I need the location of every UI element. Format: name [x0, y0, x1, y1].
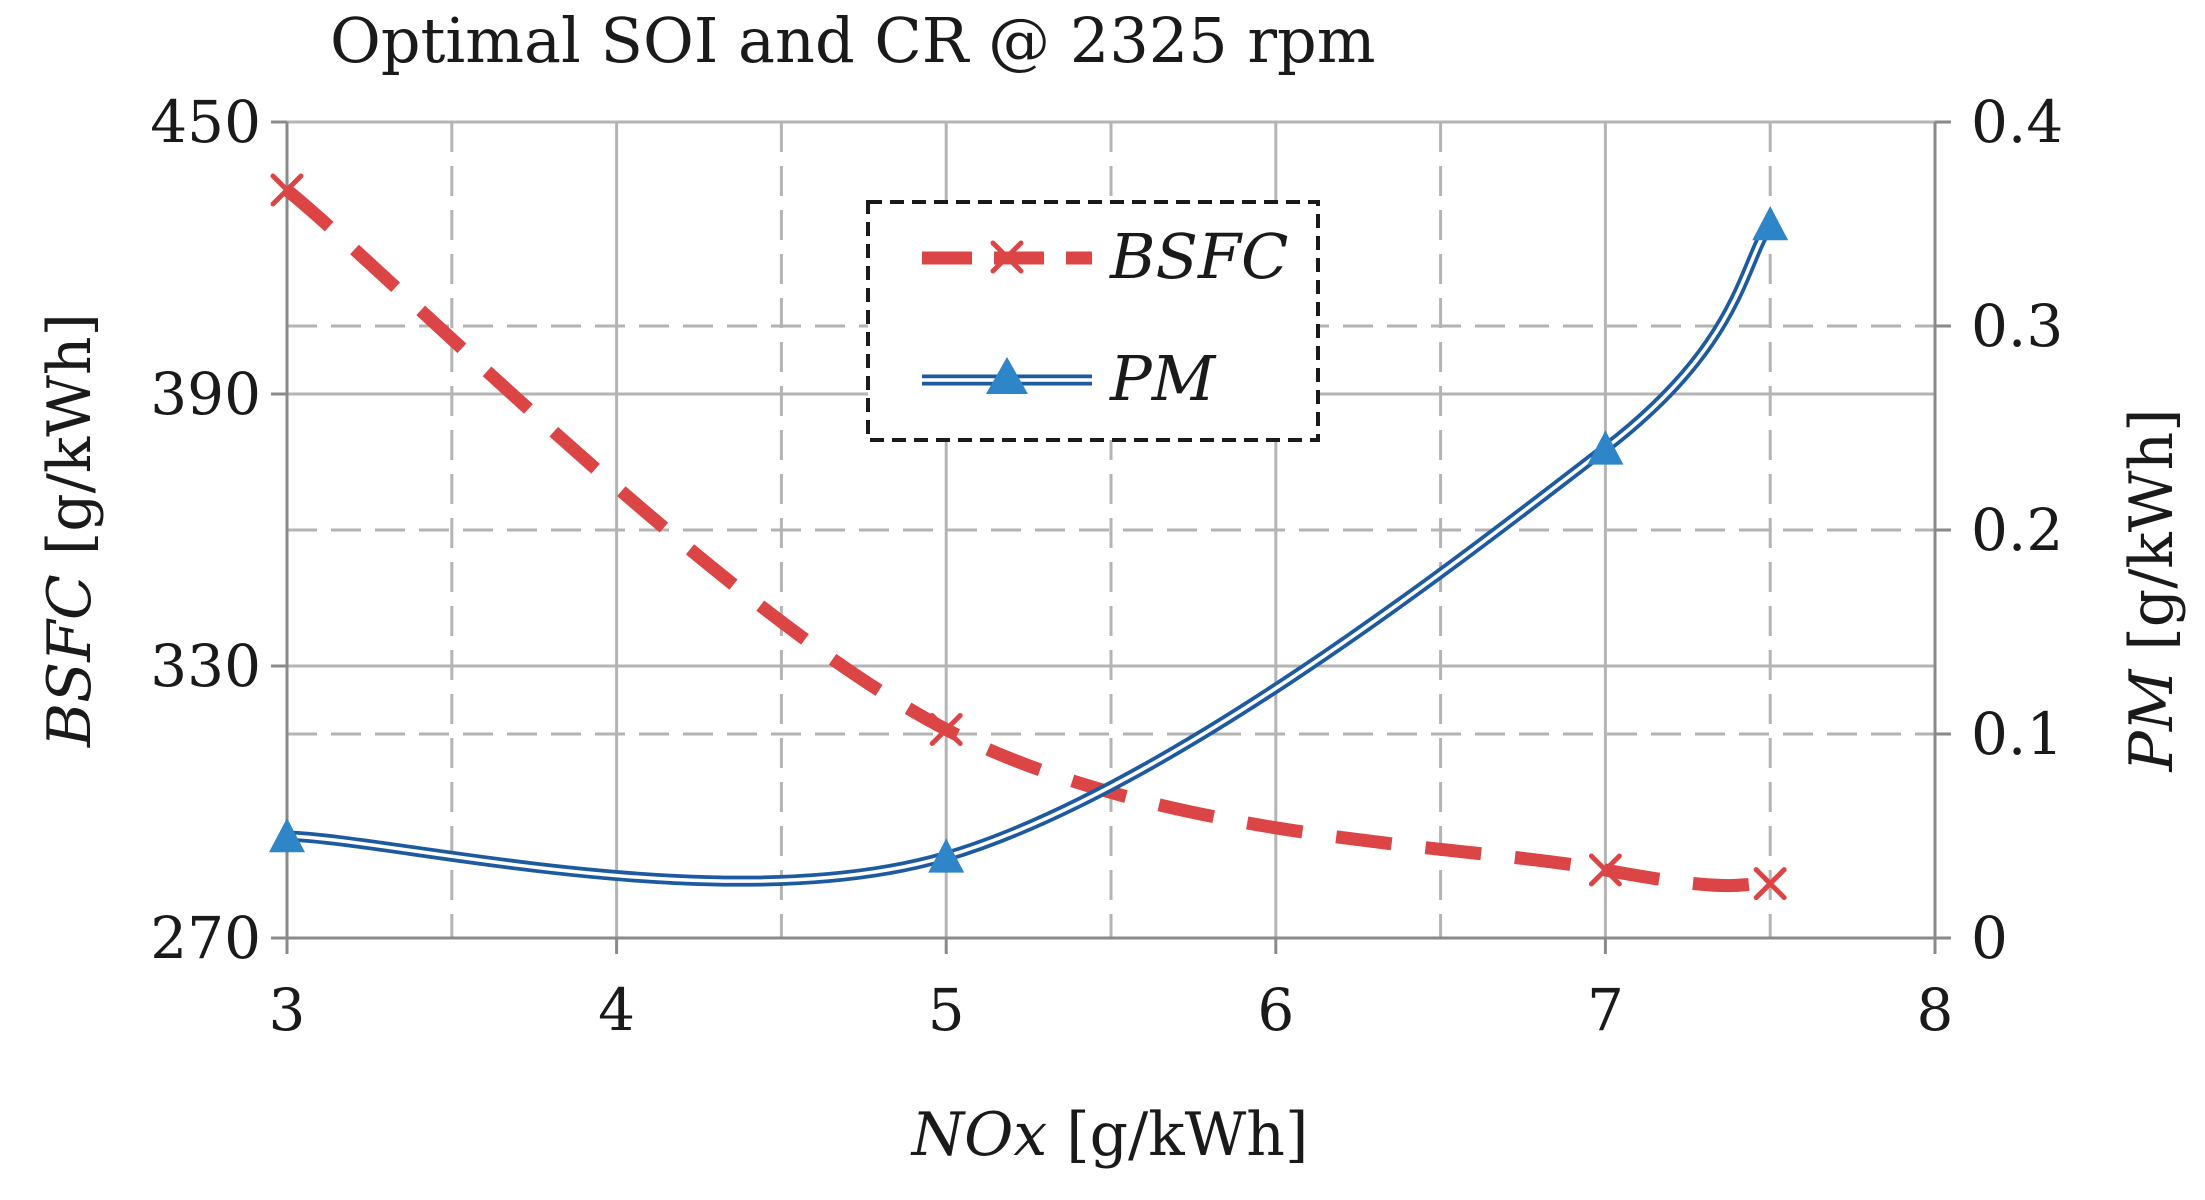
right-y-axis-label: PM [g/kWh] [2117, 409, 2187, 773]
legend-box [866, 200, 1320, 442]
left-y-axis-label-italic: BSFC [35, 574, 105, 748]
tick-labels: 3 4 5 6 7 8 270 330 390 450 0 0.1 0.2 0.3 0.4 [150, 88, 2063, 1044]
bsfc-point-1 [929, 712, 963, 746]
left-y-axis-label-unit: [g/kWh] [35, 313, 105, 574]
y-right-tick-label-3: 0.3 [1971, 292, 2063, 360]
legend-pm-marker [986, 357, 1028, 394]
pm-point-2 [1587, 430, 1624, 465]
y-right-tick-label-2: 0.2 [1971, 496, 2063, 564]
pm-line-inner [286, 222, 1772, 883]
bsfc-line [282, 184, 1771, 893]
x-axis-label-italic: NOx [910, 1100, 1048, 1170]
pm-point-0 [269, 818, 305, 853]
axis-ticks [271, 120, 1951, 954]
y-right-tick-label-4: 0.4 [1971, 88, 2063, 156]
y-right-tick-label-1: 0.1 [1971, 700, 2063, 768]
legend-bsfc-label: BSFC [1109, 220, 1289, 293]
bsfc-point-3-stroke-b [1753, 867, 1787, 901]
y-right-tick-label-0: 0 [1971, 904, 2008, 972]
series-bsfc [270, 173, 1787, 901]
x-tick-label-4: 7 [1587, 976, 1624, 1044]
legend-pm-label: PM [1109, 342, 1217, 415]
y-left-tick-label-1: 330 [150, 632, 261, 700]
left-y-axis-label: BSFC [g/kWh] [35, 313, 105, 748]
right-y-axis-label-italic: PM [2117, 668, 2187, 772]
bsfc-point-2 [1588, 853, 1622, 887]
x-tick-label-0: 3 [269, 976, 306, 1044]
x-tick-label-3: 6 [1257, 976, 1294, 1044]
pm-point-3 [1752, 206, 1789, 241]
x-axis-label: NOx [g/kWh] [910, 1100, 1309, 1170]
bsfc-point-1-stroke-b [929, 712, 963, 746]
bsfc-point-0-stroke-b [270, 173, 304, 207]
pm-point-1 [928, 838, 965, 873]
y-left-tick-label-3: 450 [150, 88, 261, 156]
right-y-axis-label-unit: [g/kWh] [2117, 409, 2187, 670]
x-tick-label-5: 8 [1917, 976, 1954, 1044]
y-left-tick-label-2: 390 [150, 360, 261, 428]
x-tick-label-2: 5 [928, 976, 965, 1044]
legend-bsfc-marker [990, 240, 1024, 274]
y-left-tick-label-0: 270 [150, 904, 261, 972]
chart-title: Optimal SOI and CR @ 2325 rpm [330, 4, 1376, 77]
x-axis-label-unit: [g/kWh] [1047, 1100, 1308, 1170]
series-pm [269, 206, 1789, 887]
x-tick-label-1: 4 [598, 976, 635, 1044]
bsfc-point-2-stroke-b [1588, 853, 1622, 887]
legend: BSFC PM [866, 200, 1320, 442]
bsfc-point-3 [1753, 867, 1787, 901]
bsfc-point-0 [270, 173, 304, 207]
